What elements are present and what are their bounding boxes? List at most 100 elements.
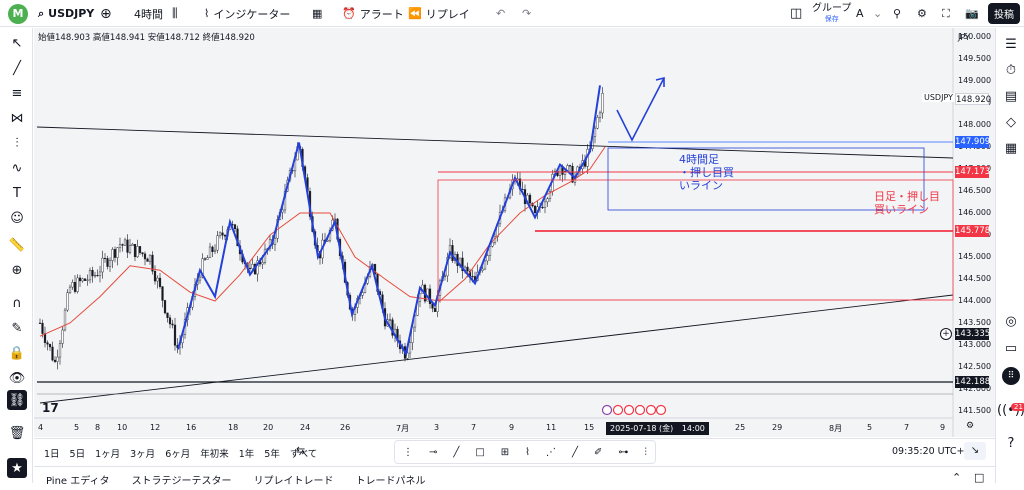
search-icon: ⌕: [38, 6, 45, 20]
range-buttons: 1日 5日 1ヶ月 3ヶ月 6ヶ月 年初来 1年 5年 すべて: [44, 446, 317, 460]
emoji-icon[interactable]: ☺: [10, 210, 24, 226]
group-button[interactable]: グループ 保存: [812, 0, 851, 27]
candle-type-icon[interactable]: ⫼: [172, 6, 178, 20]
vline-tool-icon[interactable]: ⫶: [644, 446, 647, 458]
chat-icon[interactable]: ▭: [1004, 340, 1018, 356]
calendar-icon[interactable]: ▦: [1004, 140, 1018, 156]
axis-settings-icon[interactable]: ⚙: [966, 421, 975, 431]
fullscreen-icon[interactable]: ⛶: [942, 6, 950, 20]
chevron-down-icon[interactable]: ⌄: [873, 7, 883, 20]
range-button[interactable]: 1ヶ月: [95, 449, 121, 460]
symbol-search-button[interactable]: ⌕ USDJPY: [38, 0, 94, 27]
range-button[interactable]: 年初来: [200, 449, 229, 460]
interval-button[interactable]: 4時間: [134, 7, 163, 21]
clock[interactable]: 09:35:20 UTC+9: [892, 446, 971, 457]
camera-icon[interactable]: 📷: [965, 7, 979, 20]
panel-tab[interactable]: リプレイトレード: [253, 476, 334, 487]
trendline-icon[interactable]: ╱: [13, 60, 21, 76]
alerts-clock-icon[interactable]: ⏱: [1005, 62, 1017, 78]
layers-icon[interactable]: ◇: [1006, 114, 1016, 130]
maximize-panel-icon[interactable]: □: [974, 471, 985, 484]
price-tick: 148.000: [958, 120, 992, 129]
price-tick: 150.000: [958, 32, 992, 41]
range-button[interactable]: 1年: [238, 449, 255, 460]
range-button[interactable]: 3ヶ月: [130, 449, 156, 460]
eye-icon[interactable]: 👁: [8, 370, 26, 386]
magnet-icon[interactable]: ∩: [12, 295, 22, 311]
post-button-wrap: 投稿: [988, 0, 1020, 27]
path-tool-icon[interactable]: ⌇: [525, 446, 531, 458]
settings-icon[interactable]: ⚙: [917, 7, 927, 20]
ruler-icon[interactable]: 📏: [8, 237, 26, 253]
chart-area[interactable]: 始値148.903 高値148.941 安値148.712 終値148.920: [34, 28, 995, 437]
date-range-icon[interactable]: ⇆: [296, 444, 306, 457]
ray-icon[interactable]: ⊸: [428, 446, 438, 458]
time-tick: 11: [546, 423, 557, 432]
post-button[interactable]: 投稿: [988, 3, 1020, 24]
panel-tabs: Pine エディタ ストラテジーテスター リプレイトレード トレードパネル ⌃ □: [34, 466, 995, 490]
rectangle-tool-icon[interactable]: □: [475, 446, 485, 458]
layout-icon[interactable]: ◫: [790, 6, 803, 21]
red-price-tag-1: 147.173: [955, 166, 991, 178]
range-button[interactable]: すべて: [289, 449, 318, 460]
polyline-tool-icon[interactable]: ⋰: [546, 446, 557, 458]
text-icon[interactable]: T: [13, 185, 21, 201]
price-tick: 146.500: [958, 186, 992, 195]
blue-price-tag: 147.909: [955, 136, 991, 148]
grip-icon[interactable]: ⋮: [402, 446, 413, 458]
undo-icon[interactable]: ↶: [496, 7, 506, 20]
lock-icon[interactable]: 🔒: [8, 345, 26, 361]
panel-tab[interactable]: ストラテジーテスター: [131, 476, 232, 487]
time-tick: 29: [772, 423, 783, 432]
wave-icon[interactable]: ∿: [11, 160, 23, 176]
brush-tool-icon[interactable]: ✐: [594, 446, 603, 458]
range-button[interactable]: 5年: [264, 449, 280, 460]
range-bar: 1日 5日 1ヶ月 3ヶ月 6ヶ月 年初来 1年 5年 すべて ⇆ ⋮ ⊸ ╱ □ ⊞ ⌇ ⋰ …: [34, 438, 995, 465]
last-price-tag: 148.920: [955, 93, 992, 105]
watchlist-icon[interactable]: ☰: [1005, 36, 1017, 52]
pen-tool-icon[interactable]: ╱: [572, 446, 579, 458]
black-price-tag: 142.188: [955, 376, 991, 388]
price-tick: 143.000: [958, 340, 992, 349]
target-icon[interactable]: ◎: [1005, 313, 1017, 329]
indicators-label: インジケーター: [213, 7, 291, 21]
time-tick: 18: [228, 423, 239, 432]
right-sidebar: ☰ ⏱ ▤ ◇ ▦ ◎ ▭ ⠿ ((•)) 21 ?: [995, 28, 1024, 483]
apps-grid-icon[interactable]: ⠿: [1001, 366, 1021, 386]
panel-tab-list: Pine エディタ ストラテジーテスター リプレイトレード トレードパネル: [46, 472, 426, 487]
expand-icon[interactable]: ↘: [964, 442, 986, 460]
panel-tab[interactable]: トレードパネル: [355, 476, 426, 487]
crosshair-box-icon[interactable]: ⊞: [500, 446, 510, 458]
help-icon[interactable]: ?: [1007, 435, 1015, 451]
trash-icon[interactable]: 🗑: [8, 425, 26, 441]
replay-button[interactable]: ⏪ リプレイ: [408, 0, 470, 27]
layout-grid-icon[interactable]: ▦: [312, 7, 323, 20]
zoom-in-icon[interactable]: ⊕: [11, 262, 23, 278]
time-tick: 26: [340, 423, 351, 432]
hline-tool-icon[interactable]: ⊶: [618, 446, 629, 458]
range-button[interactable]: 5日: [69, 449, 86, 460]
collapse-chevron-icon[interactable]: ⌃: [952, 471, 962, 484]
line-tool-icon[interactable]: ╱: [453, 446, 460, 458]
panel-tab[interactable]: Pine エディタ: [46, 476, 110, 487]
link-icon[interactable]: ⛓: [7, 390, 27, 410]
redo-icon[interactable]: ↷: [522, 7, 532, 20]
horizontal-lines-icon[interactable]: ≡: [11, 85, 23, 101]
compare-add-icon[interactable]: ⊕: [100, 5, 112, 22]
group-letter[interactable]: A: [856, 7, 864, 20]
data-window-icon[interactable]: ▤: [1004, 88, 1018, 104]
indicators-button[interactable]: ⌇ インジケーター: [204, 0, 290, 27]
alert-button[interactable]: ⏰ アラート: [342, 0, 404, 27]
add-price-icon[interactable]: +: [940, 328, 952, 340]
range-button[interactable]: 6ヶ月: [165, 449, 191, 460]
favorites-star-icon[interactable]: ★: [7, 458, 27, 478]
cursor-icon[interactable]: ↖: [11, 35, 23, 51]
pattern-icon[interactable]: ⋈: [10, 110, 24, 126]
range-button[interactable]: 1日: [44, 449, 60, 460]
price-tick: 144.000: [958, 296, 992, 305]
pencil-lock-icon[interactable]: ✎: [11, 320, 23, 336]
time-tick: 15: [584, 423, 595, 432]
fib-icon[interactable]: ⫶: [15, 135, 19, 151]
quick-search-icon[interactable]: ⚲: [893, 7, 902, 20]
avatar[interactable]: M: [8, 0, 28, 27]
